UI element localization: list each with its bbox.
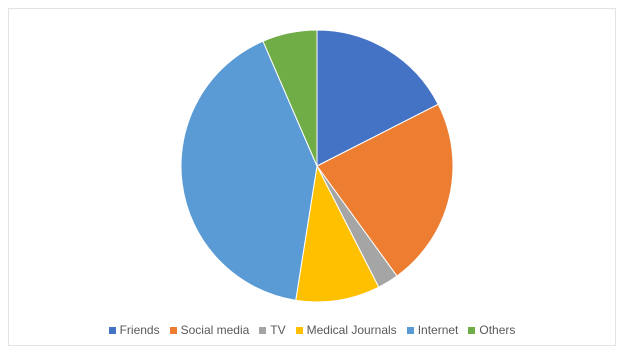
pie-slice-medical-journals (295, 164, 380, 303)
pie-slice-friends (316, 29, 439, 167)
legend-swatch-medical-journals (295, 326, 303, 334)
legend-label-social-media: Social media (180, 323, 250, 337)
legend-swatch-social-media (169, 326, 177, 334)
pie-slice-others (262, 29, 318, 167)
legend-swatch-internet (406, 326, 414, 334)
chart-legend: Friends Social media TV Medical Journals… (0, 323, 624, 337)
legend-label-internet: Internet (417, 323, 459, 337)
legend-item-friends: Friends (108, 323, 160, 337)
legend-swatch-tv (259, 326, 267, 334)
legend-item-tv: TV (259, 323, 286, 337)
legend-item-others: Others (468, 323, 515, 337)
legend-swatch-friends (108, 326, 116, 334)
legend-swatch-others (468, 326, 476, 334)
legend-item-internet: Internet (406, 323, 459, 337)
pie-slice-internet (180, 40, 318, 301)
legend-label-others: Others (479, 323, 516, 337)
legend-label-tv: TV (270, 323, 286, 337)
pie-slice-social-media (316, 103, 454, 277)
legend-label-medical-journals: Medical Journals (306, 323, 397, 337)
legend-item-social-media: Social media (169, 323, 250, 337)
legend-label-friends: Friends (119, 323, 160, 337)
legend-item-medical-journals: Medical Journals (295, 323, 397, 337)
